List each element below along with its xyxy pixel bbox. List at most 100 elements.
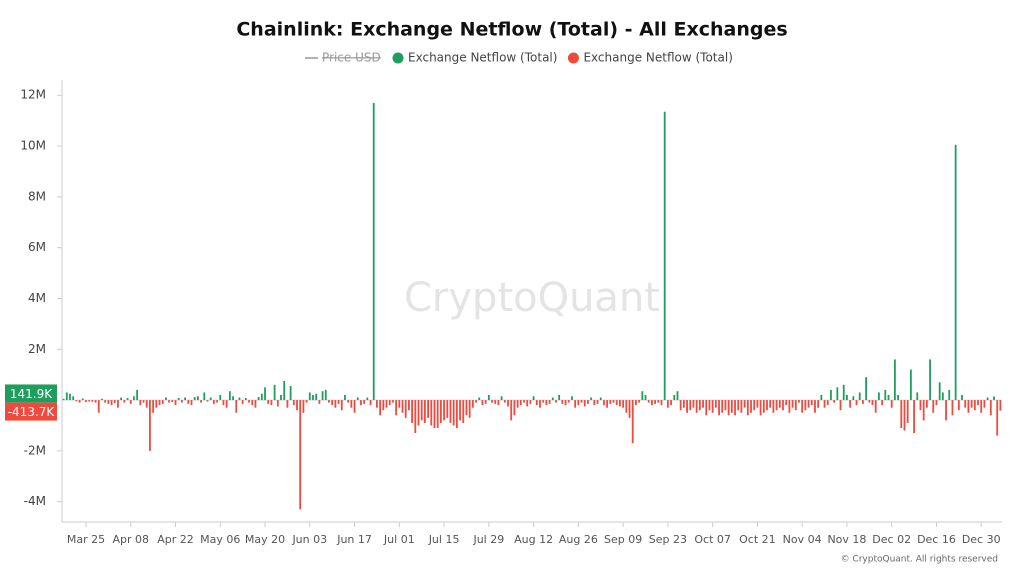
bar [62,398,65,401]
bar [673,394,676,401]
bar [663,111,666,401]
bar [446,400,449,418]
bar [142,400,145,403]
bar [746,400,749,416]
bar [778,400,781,408]
bar [574,400,577,408]
bar [241,400,244,404]
bar [823,400,826,408]
bar [906,400,909,423]
bar [622,400,625,408]
bar [948,389,951,401]
bar [660,400,663,406]
bar [101,398,103,401]
current-value-label: -413.7K [8,405,56,419]
bar [174,400,177,406]
bar [382,400,385,411]
bar [497,400,500,406]
bar [587,400,589,404]
x-tick-label: Dec 16 [917,533,956,546]
bar [196,396,199,401]
bar [686,400,688,413]
bar [714,400,717,408]
y-tick-label: -4M [24,494,46,508]
legend-label[interactable]: Exchange Netflow (Total) [583,51,732,65]
x-tick-label: Aug 12 [514,533,553,546]
bar [571,396,573,401]
bar [583,400,586,407]
bar [481,400,484,406]
bar [302,400,305,413]
x-tick-label: Dec 02 [872,533,911,546]
bar [433,400,436,429]
bar [369,400,372,406]
bar [798,400,800,403]
bar [216,400,218,403]
bar [360,400,362,406]
bar [734,400,736,416]
bar [123,400,126,403]
y-tick-label: 10M [20,139,46,153]
bar [590,397,593,401]
bar [925,400,928,408]
legend-label[interactable]: Exchange Netflow (Total) [408,51,557,65]
bar [235,400,238,413]
bar [884,389,887,401]
bar [344,394,346,401]
bar [874,400,877,413]
x-tick-label: Jun 03 [291,533,327,546]
bar [81,398,84,401]
bar [679,400,682,411]
bar [606,400,609,408]
bar [756,400,759,408]
bar [494,400,497,404]
bar [820,394,823,401]
current-value-badge [5,402,57,421]
bar [916,392,919,401]
bar [145,400,148,408]
bar [139,400,142,406]
bar [708,400,711,411]
bar [625,400,628,413]
bar [462,400,465,423]
bar [814,400,816,413]
bar [989,400,992,416]
bar [529,400,532,404]
bar [887,394,890,401]
bar [689,400,692,411]
bar [187,400,190,404]
bar [830,389,832,401]
bar [750,400,752,413]
bar [165,397,167,401]
bar [973,400,976,411]
bar [964,400,967,408]
bar [337,400,340,404]
bar [283,381,286,401]
bar [996,400,999,436]
bar [443,400,445,421]
bar [133,396,135,401]
legend-price[interactable]: Price USD [322,51,381,65]
bar [206,400,209,402]
bar [107,400,110,404]
bar [171,400,174,403]
bar [986,397,989,401]
bar [161,400,164,404]
bar [766,400,768,411]
bar [721,400,724,413]
bar [152,400,155,413]
bar [919,400,922,411]
bar [510,400,513,421]
bar [75,400,78,402]
bar [78,400,81,403]
bar [117,400,119,408]
bar [388,400,391,406]
bar [228,391,231,401]
bar [555,400,557,403]
bar [551,397,554,401]
bar [286,400,289,408]
bar [318,400,321,404]
x-tick-label: Nov 18 [827,533,866,546]
x-tick-label: May 06 [200,533,240,546]
bar [698,400,701,411]
